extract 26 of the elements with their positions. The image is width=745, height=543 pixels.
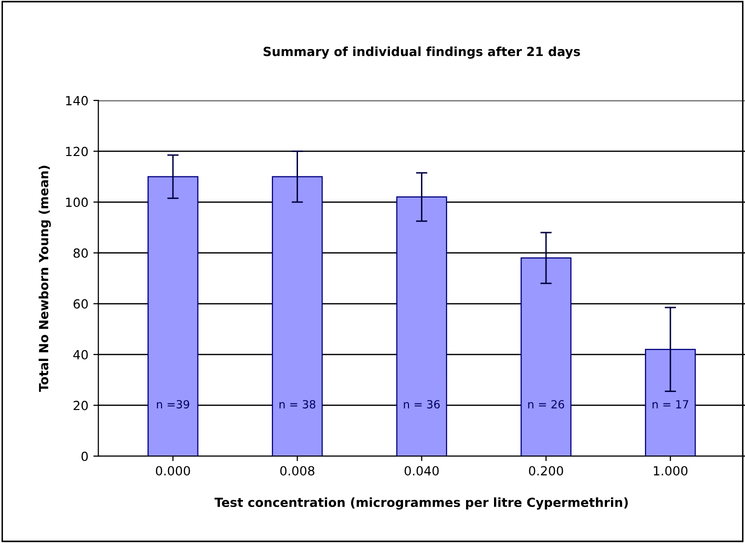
bar [148,176,198,456]
y-tick-label: 60 [74,299,88,309]
x-tick-label: 0.000 [156,466,190,476]
x-tick-label: 0.040 [404,466,439,476]
y-axis-title: Total No Newborn Young (mean) [38,166,51,392]
annotation: n =39 [156,400,190,408]
y-tick-label: 20 [74,400,88,410]
y-tick-label: 120 [66,146,88,156]
bar [272,176,323,456]
y-tick-label: 40 [73,350,88,360]
bar [520,257,572,456]
y-tick-label: 80 [74,248,88,258]
x-tick-label: 0.008 [280,466,314,476]
y-tick-label: 100 [66,198,88,207]
bar [644,348,696,456]
y-tick-label: 140 [66,96,88,106]
x-tick-label: 1.000 [654,466,688,476]
x-axis-title: Test concentration (microgrammes per litre Cypermethrin) [214,497,628,510]
x-tick-label: 0.200 [528,466,564,476]
y-tick-label: 0 [81,452,88,462]
annotation: n = 38 [280,400,316,408]
annotation: n = 17 [652,400,688,408]
chart-title: Summary of individual findings after 21 days [264,46,580,59]
bar [396,196,448,456]
annotation: n = 36 [404,400,440,408]
annotation: n = 26 [528,400,564,408]
